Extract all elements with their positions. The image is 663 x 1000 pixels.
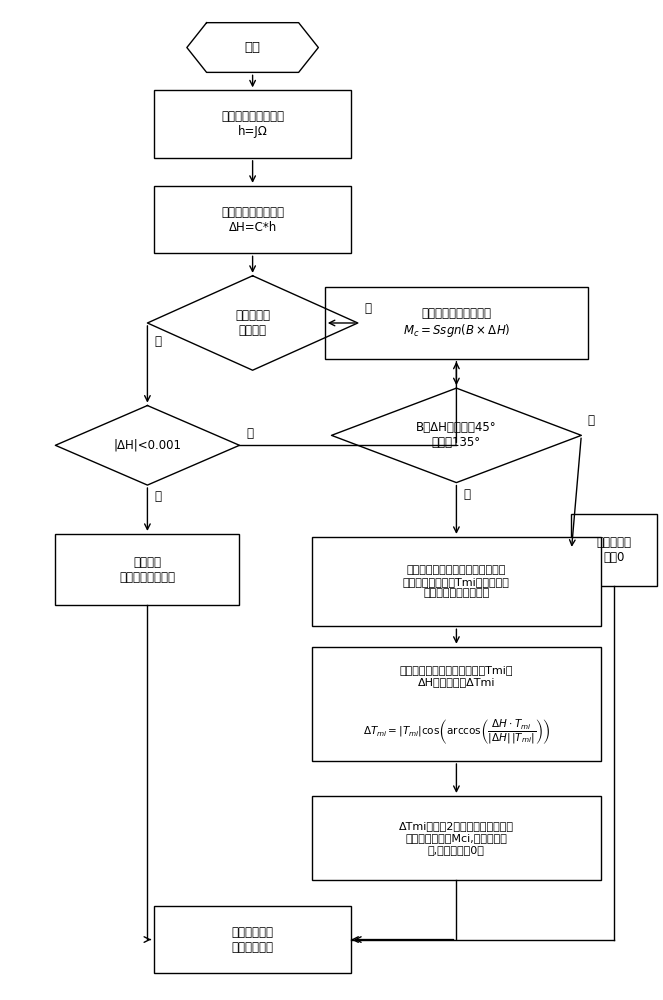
- FancyBboxPatch shape: [572, 514, 657, 586]
- Text: 开始: 开始: [245, 41, 261, 54]
- Text: $\Delta T_{mi}=|T_{mi}|\cos\!\left(\arccos\!\left(\dfrac{\Delta H \cdot T_{mi}}{: $\Delta T_{mi}=|T_{mi}|\cos\!\left(\arcc…: [363, 717, 550, 746]
- Polygon shape: [147, 276, 358, 370]
- Text: 计算合成卸载角动量
ΔH=C*h: 计算合成卸载角动量 ΔH=C*h: [221, 206, 284, 234]
- Polygon shape: [56, 406, 239, 485]
- Text: 计算各轴上磁力矩器按照加电方向
工作产生控制力矩Tmi，磁力矩器
异常产生控制力矩为零: 计算各轴上磁力矩器按照加电方向 工作产生控制力矩Tmi，磁力矩器 异常产生控制力…: [403, 565, 510, 598]
- Text: 是: 是: [463, 488, 470, 501]
- FancyBboxPatch shape: [312, 537, 601, 626]
- FancyBboxPatch shape: [312, 796, 601, 880]
- Text: ΔTmi最大的2轴的磁力矩器工作，
该轴控制指令为Mci,其他轴不工
作,控制指令为0。: ΔTmi最大的2轴的磁力矩器工作， 该轴控制指令为Mci,其他轴不工 作,控制指…: [399, 822, 514, 855]
- Polygon shape: [332, 388, 581, 483]
- Text: 否: 否: [246, 427, 253, 440]
- Text: 是: 是: [154, 490, 161, 503]
- FancyBboxPatch shape: [154, 906, 351, 973]
- Text: 任意轴满足
卸载条件: 任意轴满足 卸载条件: [235, 309, 270, 337]
- Text: 是: 是: [154, 335, 161, 348]
- Text: 计算各轴上磁力矩器控制力矩Tmi在
ΔH上投影大小ΔTmi: 计算各轴上磁力矩器控制力矩Tmi在 ΔH上投影大小ΔTmi: [400, 665, 513, 687]
- Text: 输出磁力矩器
三轴控制指令: 输出磁力矩器 三轴控制指令: [231, 926, 274, 954]
- FancyBboxPatch shape: [56, 534, 239, 605]
- Text: 否: 否: [588, 414, 595, 427]
- FancyBboxPatch shape: [154, 90, 351, 158]
- Text: 计算每个飞轮角动量
h=JΩ: 计算每个飞轮角动量 h=JΩ: [221, 110, 284, 138]
- Text: 计算磁力矩器加电方向
$M_c = Ssgn(B \times \Delta H)$: 计算磁力矩器加电方向 $M_c = Ssgn(B \times \Delta H…: [402, 307, 510, 339]
- FancyBboxPatch shape: [312, 647, 601, 761]
- Text: B和ΔH夹角大于45°
且小于135°: B和ΔH夹角大于45° 且小于135°: [416, 421, 497, 449]
- FancyBboxPatch shape: [325, 287, 588, 359]
- Text: |ΔH|<0.001: |ΔH|<0.001: [113, 439, 182, 452]
- Text: 否: 否: [365, 302, 371, 315]
- Text: 三轴控制指
令为0: 三轴控制指 令为0: [597, 536, 632, 564]
- Text: 磁力矩器
三轴控制指令为零: 磁力矩器 三轴控制指令为零: [119, 556, 176, 584]
- Polygon shape: [187, 23, 318, 72]
- FancyBboxPatch shape: [154, 186, 351, 253]
